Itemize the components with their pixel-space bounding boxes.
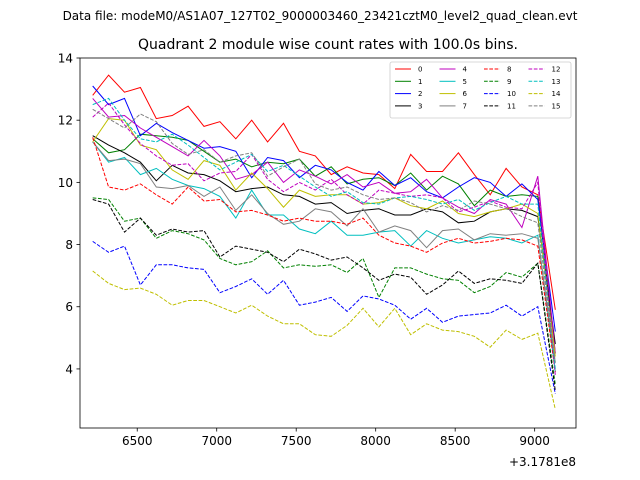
series-line-2 (92, 85, 556, 332)
y-tick-label: 6 (65, 300, 73, 314)
series-line-14 (92, 270, 556, 410)
legend-box (389, 61, 572, 119)
x-tick-label: 8000 (360, 434, 391, 448)
x-tick-label: 7000 (201, 434, 232, 448)
legend-label-3: 3 (418, 102, 422, 110)
series-line-3 (92, 135, 556, 345)
series-line-6 (92, 118, 556, 357)
x-tick-label: 8500 (440, 434, 471, 448)
y-tick-label: 14 (58, 52, 73, 66)
legend-label-2: 2 (418, 90, 422, 98)
series-line-1 (92, 133, 556, 354)
legend-label-12: 12 (552, 66, 561, 74)
series-line-11 (92, 199, 556, 391)
x-tick-label: 9000 (519, 434, 550, 448)
chart-title: Quadrant 2 module wise count rates with … (138, 37, 518, 53)
series-line-8 (92, 137, 556, 373)
x-offset-label: +3.1781e8 (509, 455, 576, 469)
legend-label-11: 11 (507, 102, 516, 110)
legend-label-6: 6 (463, 90, 468, 98)
series-line-12 (92, 102, 556, 376)
series-line-9 (92, 197, 556, 385)
x-tick-label: 7500 (281, 434, 312, 448)
legend-label-9: 9 (507, 78, 511, 86)
legend-label-7: 7 (463, 102, 467, 110)
series-line-15 (92, 108, 556, 363)
figure-suptitle: Data file: modeM0/AS1A07_127T02_90000034… (63, 9, 578, 23)
legend-label-14: 14 (552, 90, 561, 98)
series-lines (92, 74, 556, 410)
y-tick-label: 4 (65, 362, 73, 376)
axes-background (80, 58, 576, 428)
y-tick-label: 10 (58, 176, 73, 190)
series-line-10 (92, 240, 556, 394)
legend-label-15: 15 (552, 102, 561, 110)
legend-label-13: 13 (552, 78, 561, 86)
series-line-13 (92, 97, 556, 369)
legend-label-0: 0 (418, 66, 422, 74)
series-line-7 (92, 141, 556, 363)
legend-label-10: 10 (507, 90, 516, 98)
axes-frame (79, 57, 577, 429)
legend-label-4: 4 (463, 66, 468, 74)
legend-label-5: 5 (463, 78, 467, 86)
y-tick-label: 8 (65, 238, 73, 252)
legend-label-1: 1 (418, 78, 422, 86)
y-tick-label: 12 (58, 114, 73, 128)
legend-label-8: 8 (507, 66, 511, 74)
x-tick-label: 6500 (122, 434, 153, 448)
series-line-4 (92, 98, 556, 354)
